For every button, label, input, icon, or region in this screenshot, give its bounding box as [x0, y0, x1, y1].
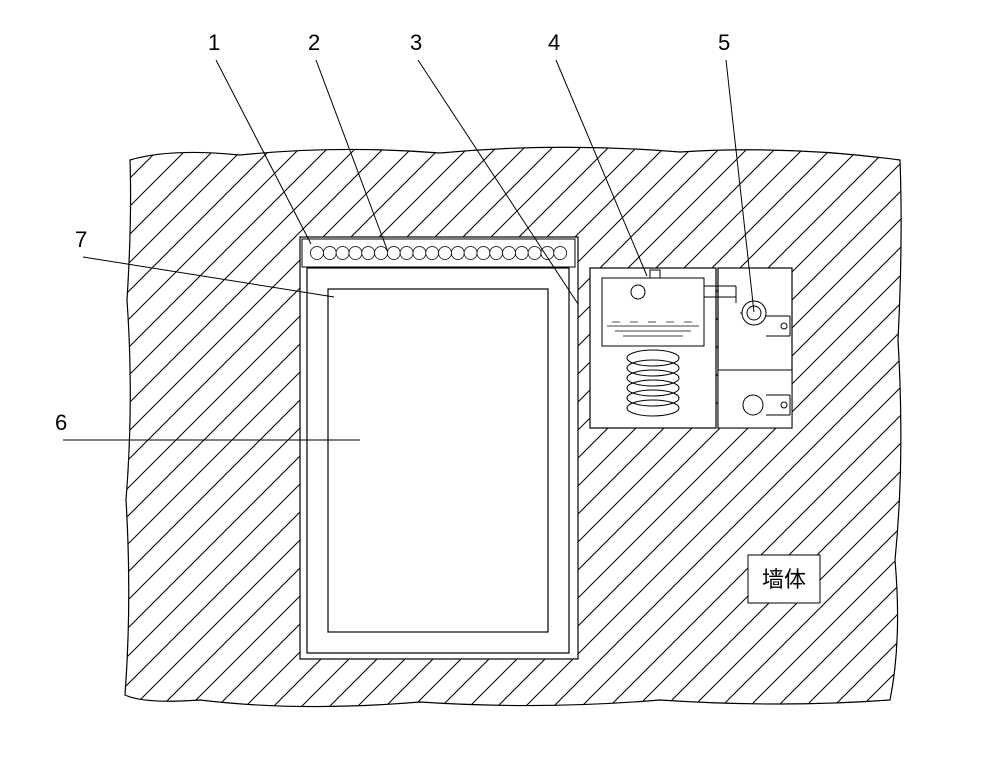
- small-component-2: [743, 395, 763, 415]
- callout-label-3: 3: [410, 30, 422, 55]
- window-frame-inner: [328, 289, 548, 632]
- callout-label-6: 6: [55, 410, 67, 435]
- callout-label-4: 4: [548, 30, 560, 55]
- callout-label-7: 7: [75, 227, 87, 252]
- diagram-canvas: 墙体 1 2 3 4 5 6 7: [0, 0, 1000, 778]
- callout-label-1: 1: [208, 30, 220, 55]
- double-circle-component: [742, 301, 766, 325]
- callout-label-5: 5: [718, 30, 730, 55]
- small-component-1: [631, 285, 645, 299]
- wall-label: 墙体: [748, 555, 820, 603]
- diagram-svg: 墙体 1 2 3 4 5 6 7: [0, 0, 1000, 778]
- callout-label-2: 2: [308, 30, 320, 55]
- svg-text:墙体: 墙体: [762, 567, 806, 592]
